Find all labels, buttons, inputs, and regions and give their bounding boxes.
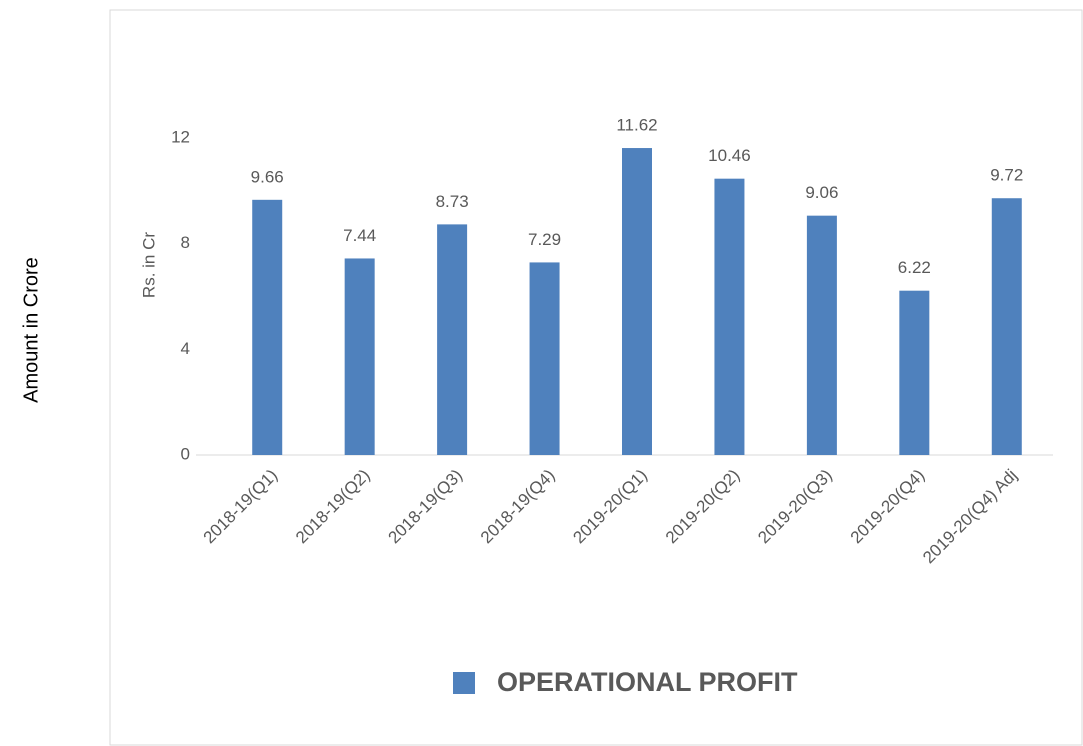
- x-tick-label: 2019-20(Q3): [754, 466, 836, 548]
- y-axis-label: Rs. in Cr: [139, 232, 158, 298]
- data-label: 11.62: [616, 116, 657, 135]
- bar: [806, 215, 837, 455]
- data-label: 9.06: [805, 183, 838, 202]
- data-label: 8.73: [436, 192, 469, 211]
- chart-border: [109, 9, 1083, 746]
- x-tick-label: 2018-19(Q4): [477, 466, 559, 548]
- data-label: 9.66: [251, 167, 284, 186]
- y-tick-label: 4: [181, 339, 190, 358]
- x-tick-label: 2019-20(Q4) Adj: [919, 466, 1021, 568]
- data-label: 9.72: [990, 166, 1023, 185]
- outer-axis-label: Amount in Crore: [20, 257, 42, 403]
- bar: [714, 178, 745, 455]
- data-label: 10.46: [708, 146, 751, 165]
- y-tick-label: 0: [181, 444, 190, 463]
- bar: [344, 258, 375, 455]
- x-tick-label: 2019-20(Q2): [662, 466, 744, 548]
- legend-label: OPERATIONAL PROFIT: [497, 667, 798, 697]
- x-tick-label: 2018-19(Q1): [200, 466, 282, 548]
- legend-swatch: [453, 672, 475, 694]
- y-tick-label: 8: [181, 233, 190, 252]
- bar: [252, 199, 283, 455]
- y-tick-label: 12: [171, 127, 190, 146]
- bar: [437, 224, 468, 455]
- x-tick-label: 2019-20(Q4): [847, 466, 929, 548]
- x-tick-label: 2018-19(Q2): [292, 466, 374, 548]
- bar: [622, 148, 652, 455]
- data-label: 7.44: [343, 226, 376, 245]
- x-tick-label: 2019-20(Q1): [569, 466, 651, 548]
- data-label: 6.22: [898, 258, 931, 277]
- bar: [529, 262, 560, 455]
- bar: [991, 198, 1022, 456]
- data-label: 7.29: [528, 230, 561, 249]
- bar: [899, 290, 930, 455]
- x-tick-label: 2018-19(Q3): [385, 466, 467, 548]
